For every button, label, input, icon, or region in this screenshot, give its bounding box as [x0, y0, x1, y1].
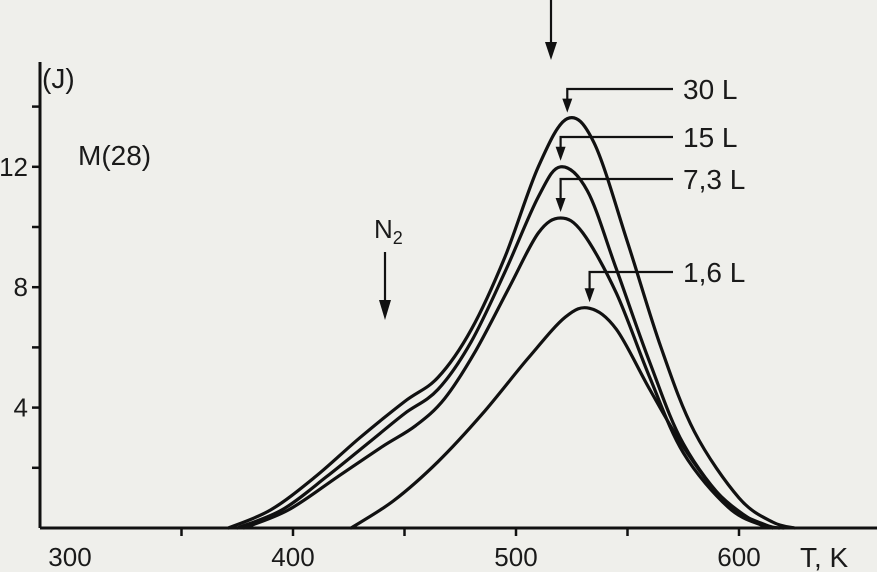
series-leader: [559, 135, 673, 149]
series-leader: [566, 87, 673, 101]
signal-label: M(28): [78, 140, 151, 171]
n2-annotation: N2: [374, 214, 403, 320]
series-arrowhead: [584, 288, 595, 303]
top-arrow-head: [545, 42, 557, 60]
series-line: [226, 116, 797, 530]
series-label: 7,3 L: [683, 164, 745, 195]
series-line: [349, 306, 775, 530]
x-tick-label: 400: [271, 542, 314, 572]
series-arrowhead: [555, 146, 566, 161]
series-label: 15 L: [683, 122, 738, 153]
x-tick-label: 500: [494, 542, 537, 572]
curves: [226, 116, 797, 530]
axes: [38, 62, 877, 530]
series-arrowhead: [562, 98, 573, 113]
x-tick-label: 300: [48, 542, 91, 572]
series-arrowhead: [555, 197, 566, 212]
n2-arrow-head: [379, 300, 391, 320]
y-tick-label: 12: [0, 152, 28, 182]
series-label: 1,6 L: [683, 257, 745, 288]
x-axis-label: T, K: [800, 542, 849, 572]
series-label: 30 L: [683, 74, 738, 105]
series-leader: [559, 177, 673, 200]
y-axis-label: (J): [42, 63, 75, 94]
y-tick-label: 8: [14, 272, 28, 302]
x-tick-label: 600: [717, 542, 760, 572]
series-leader: [588, 270, 673, 291]
series-line: [242, 216, 781, 530]
ticks: [32, 105, 741, 536]
series-leaders: 30 L 15 L 7,3 L 1,6 L: [555, 74, 745, 303]
n2-label: N2: [374, 214, 403, 248]
top-peak-arrow: [545, 0, 557, 60]
tick-labels: 4 8 12 300 400 500 600: [0, 152, 761, 572]
y-tick-label: 4: [14, 393, 28, 423]
